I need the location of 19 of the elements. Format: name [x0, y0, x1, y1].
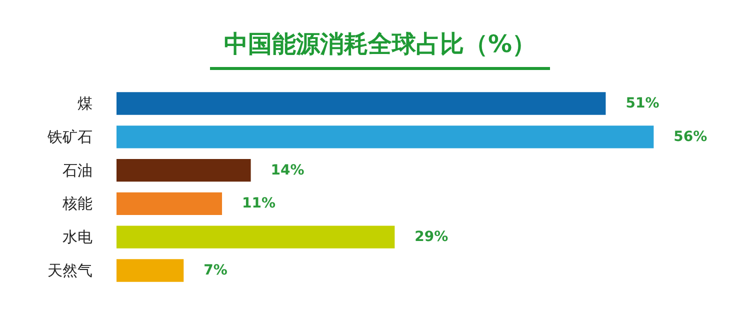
- data-label: 7%: [204, 262, 228, 278]
- data-label: 56%: [674, 128, 708, 145]
- bar: [116, 158, 251, 182]
- data-label: 11%: [242, 196, 276, 212]
- bar: [116, 259, 184, 282]
- y-tick-label: 水电: [62, 228, 92, 246]
- bar: [116, 126, 654, 148]
- y-tick-label: 煤: [78, 94, 92, 113]
- data-label: 14%: [270, 162, 304, 178]
- data-label: 51%: [626, 96, 660, 112]
- y-tick-label: 石油: [62, 161, 92, 180]
- bar: [116, 92, 606, 115]
- data-label: 29%: [414, 229, 448, 246]
- y-tick-label: 铁矿石: [46, 128, 92, 146]
- chart-title: 中国能源消耗全球占比（%）: [210, 27, 550, 70]
- bar: [116, 226, 395, 248]
- y-tick-label: 天然气: [48, 261, 92, 280]
- bar: [116, 192, 222, 216]
- y-tick-label: 核能: [62, 194, 92, 213]
